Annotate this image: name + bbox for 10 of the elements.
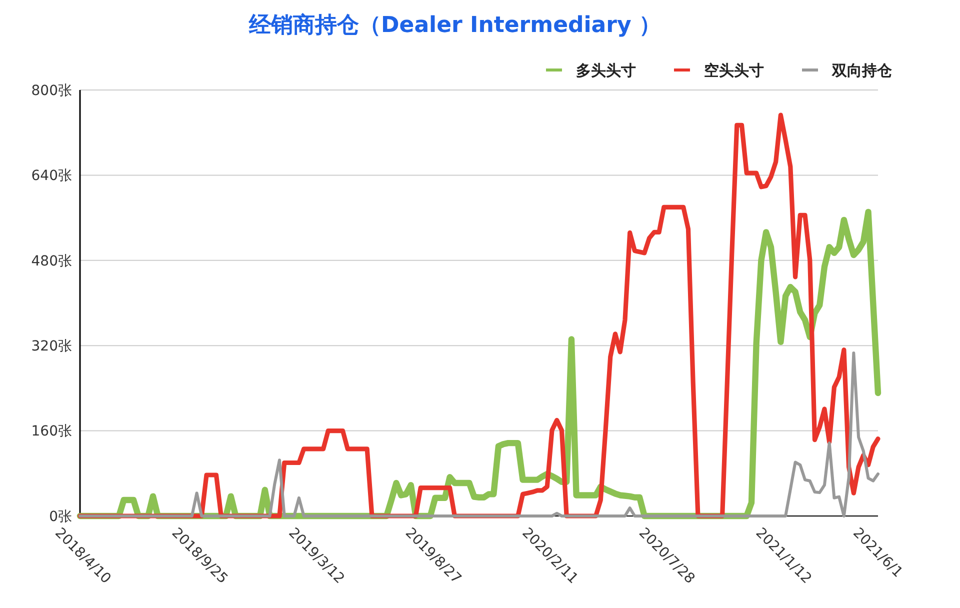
y-tick-label: 800张 — [31, 82, 72, 99]
y-tick-label: 0张 — [49, 508, 72, 525]
chart-title: 经销商持仓（Dealer Intermediary ） — [248, 12, 661, 38]
y-tick-label: 160张 — [31, 424, 72, 440]
legend-label: 多头头寸 — [576, 61, 636, 80]
legend-label: 空头头寸 — [704, 61, 764, 80]
y-tick-label: 320张 — [31, 338, 72, 354]
y-tick-label: 480张 — [31, 253, 72, 270]
legend-label: 双向持仓 — [831, 61, 893, 80]
y-tick-label: 640张 — [31, 168, 72, 184]
